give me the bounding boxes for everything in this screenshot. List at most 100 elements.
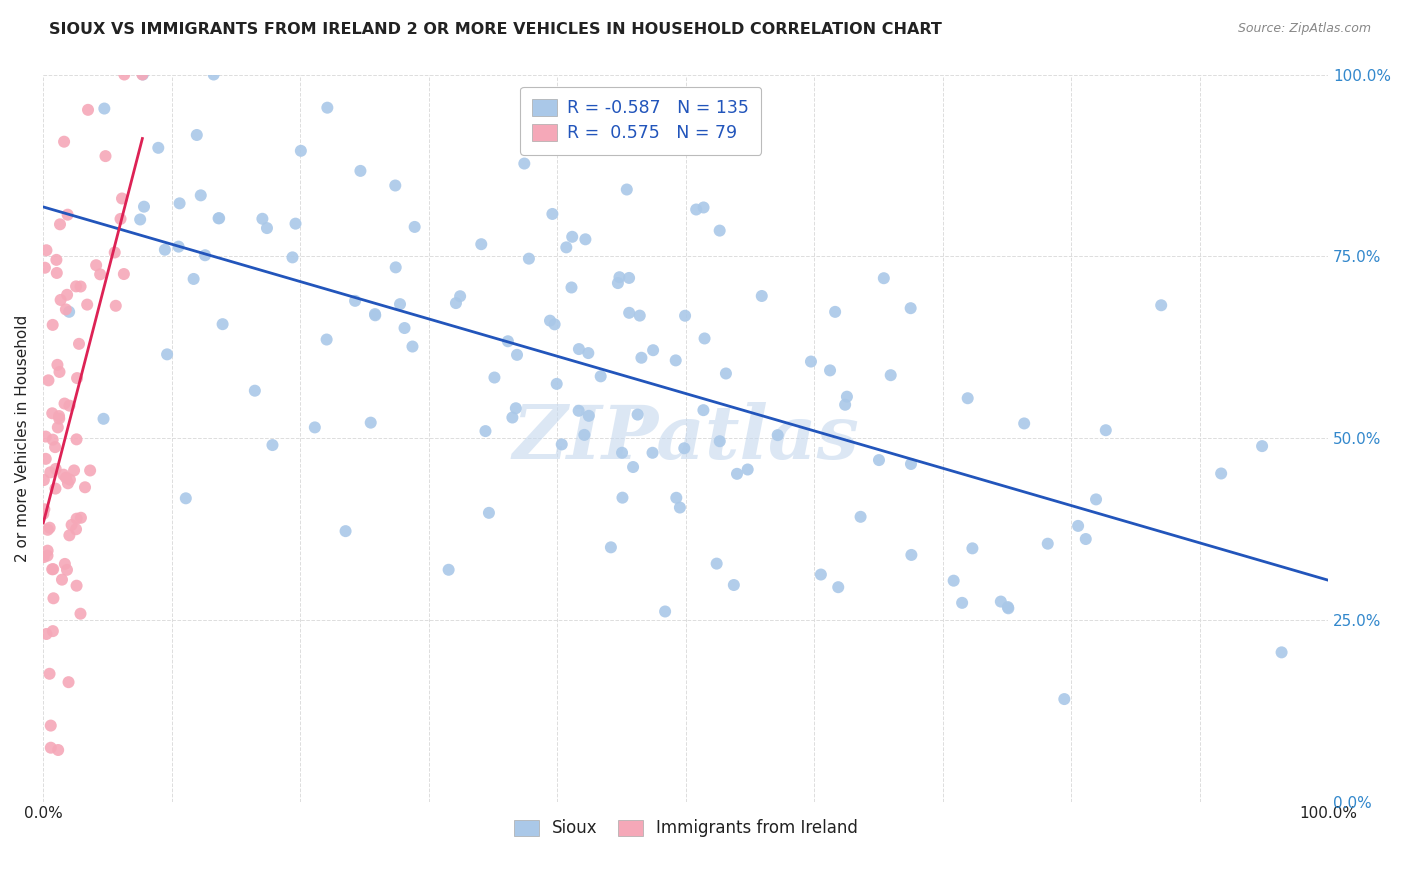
Point [349, 164, 371, 178]
Point [437, 563, 460, 577]
Point [39, 466, 62, 480]
Point [496, 334, 519, 349]
Point [55, 471, 77, 485]
Point [617, 306, 640, 320]
Point [304, 420, 326, 434]
Point [685, 202, 707, 217]
Point [284, 217, 307, 231]
Point [56, 563, 79, 577]
Point [506, 348, 529, 362]
Point [335, 524, 357, 538]
Point [41, 318, 63, 332]
Point [1271, 645, 1294, 659]
Point [42, 562, 65, 576]
Point [42, 624, 65, 639]
Point [541, 207, 564, 221]
Point [38, 521, 60, 535]
Point [262, 438, 284, 452]
Point [66, 371, 89, 385]
Point [641, 446, 664, 460]
Point [174, 491, 197, 506]
Point [70, 510, 93, 524]
Point [818, 363, 841, 377]
Point [384, 260, 406, 275]
Point [51, 573, 73, 587]
Point [49, 293, 72, 307]
Point [723, 578, 745, 592]
Point [1251, 439, 1274, 453]
Point [709, 434, 731, 449]
Point [389, 297, 412, 311]
Point [501, 410, 523, 425]
Point [45, 252, 67, 267]
Point [169, 196, 191, 211]
Point [202, 68, 225, 82]
Point [37, 543, 59, 558]
Point [669, 500, 692, 515]
Point [104, 245, 127, 260]
Point [53, 557, 76, 571]
Point [827, 580, 849, 594]
Point [1094, 423, 1116, 437]
Text: Source: ZipAtlas.com: Source: ZipAtlas.com [1237, 22, 1371, 36]
Point [364, 308, 387, 322]
Point [35, 627, 58, 641]
Point [1074, 532, 1097, 546]
Point [48, 409, 70, 423]
Point [35, 244, 58, 258]
Point [643, 343, 665, 358]
Point [315, 333, 337, 347]
Point [186, 128, 208, 142]
Point [208, 211, 231, 226]
Point [211, 317, 233, 331]
Point [65, 511, 87, 525]
Point [849, 509, 872, 524]
Point [37, 549, 59, 563]
Point [962, 541, 984, 556]
Point [69, 607, 91, 621]
Point [606, 276, 628, 290]
Point [56, 287, 79, 301]
Point [610, 446, 633, 460]
Point [49, 217, 72, 231]
Point [41, 562, 63, 576]
Point [42, 591, 65, 606]
Point [574, 428, 596, 442]
Text: ZIPatlas: ZIPatlas [512, 401, 859, 475]
Point [194, 248, 217, 262]
Point [1085, 492, 1108, 507]
Text: SIOUX VS IMMIGRANTS FROM IRELAND 2 OR MORE VEHICLES IN HOUSEHOLD CORRELATION CHA: SIOUX VS IMMIGRANTS FROM IRELAND 2 OR MO… [49, 22, 942, 37]
Point [89, 268, 111, 282]
Point [599, 541, 621, 555]
Point [48, 365, 70, 379]
Point [900, 548, 922, 562]
Point [942, 574, 965, 588]
Point [59, 473, 82, 487]
Point [77, 103, 100, 117]
Point [561, 229, 583, 244]
Point [52, 467, 75, 482]
Point [617, 271, 640, 285]
Point [543, 318, 565, 332]
Point [73, 480, 96, 494]
Point [714, 367, 737, 381]
Point [290, 144, 312, 158]
Point [401, 339, 423, 353]
Point [1067, 519, 1090, 533]
Point [673, 309, 696, 323]
Point [576, 346, 599, 360]
Point [568, 404, 591, 418]
Point [737, 462, 759, 476]
Point [574, 232, 596, 246]
Point [513, 156, 536, 170]
Point [517, 252, 540, 266]
Point [79, 463, 101, 477]
Legend: Sioux, Immigrants from Ireland: Sioux, Immigrants from Ireland [508, 813, 865, 844]
Point [628, 309, 651, 323]
Point [76, 297, 98, 311]
Point [44, 482, 66, 496]
Point [800, 354, 823, 368]
Point [654, 605, 676, 619]
Point [316, 101, 339, 115]
Point [706, 557, 728, 571]
